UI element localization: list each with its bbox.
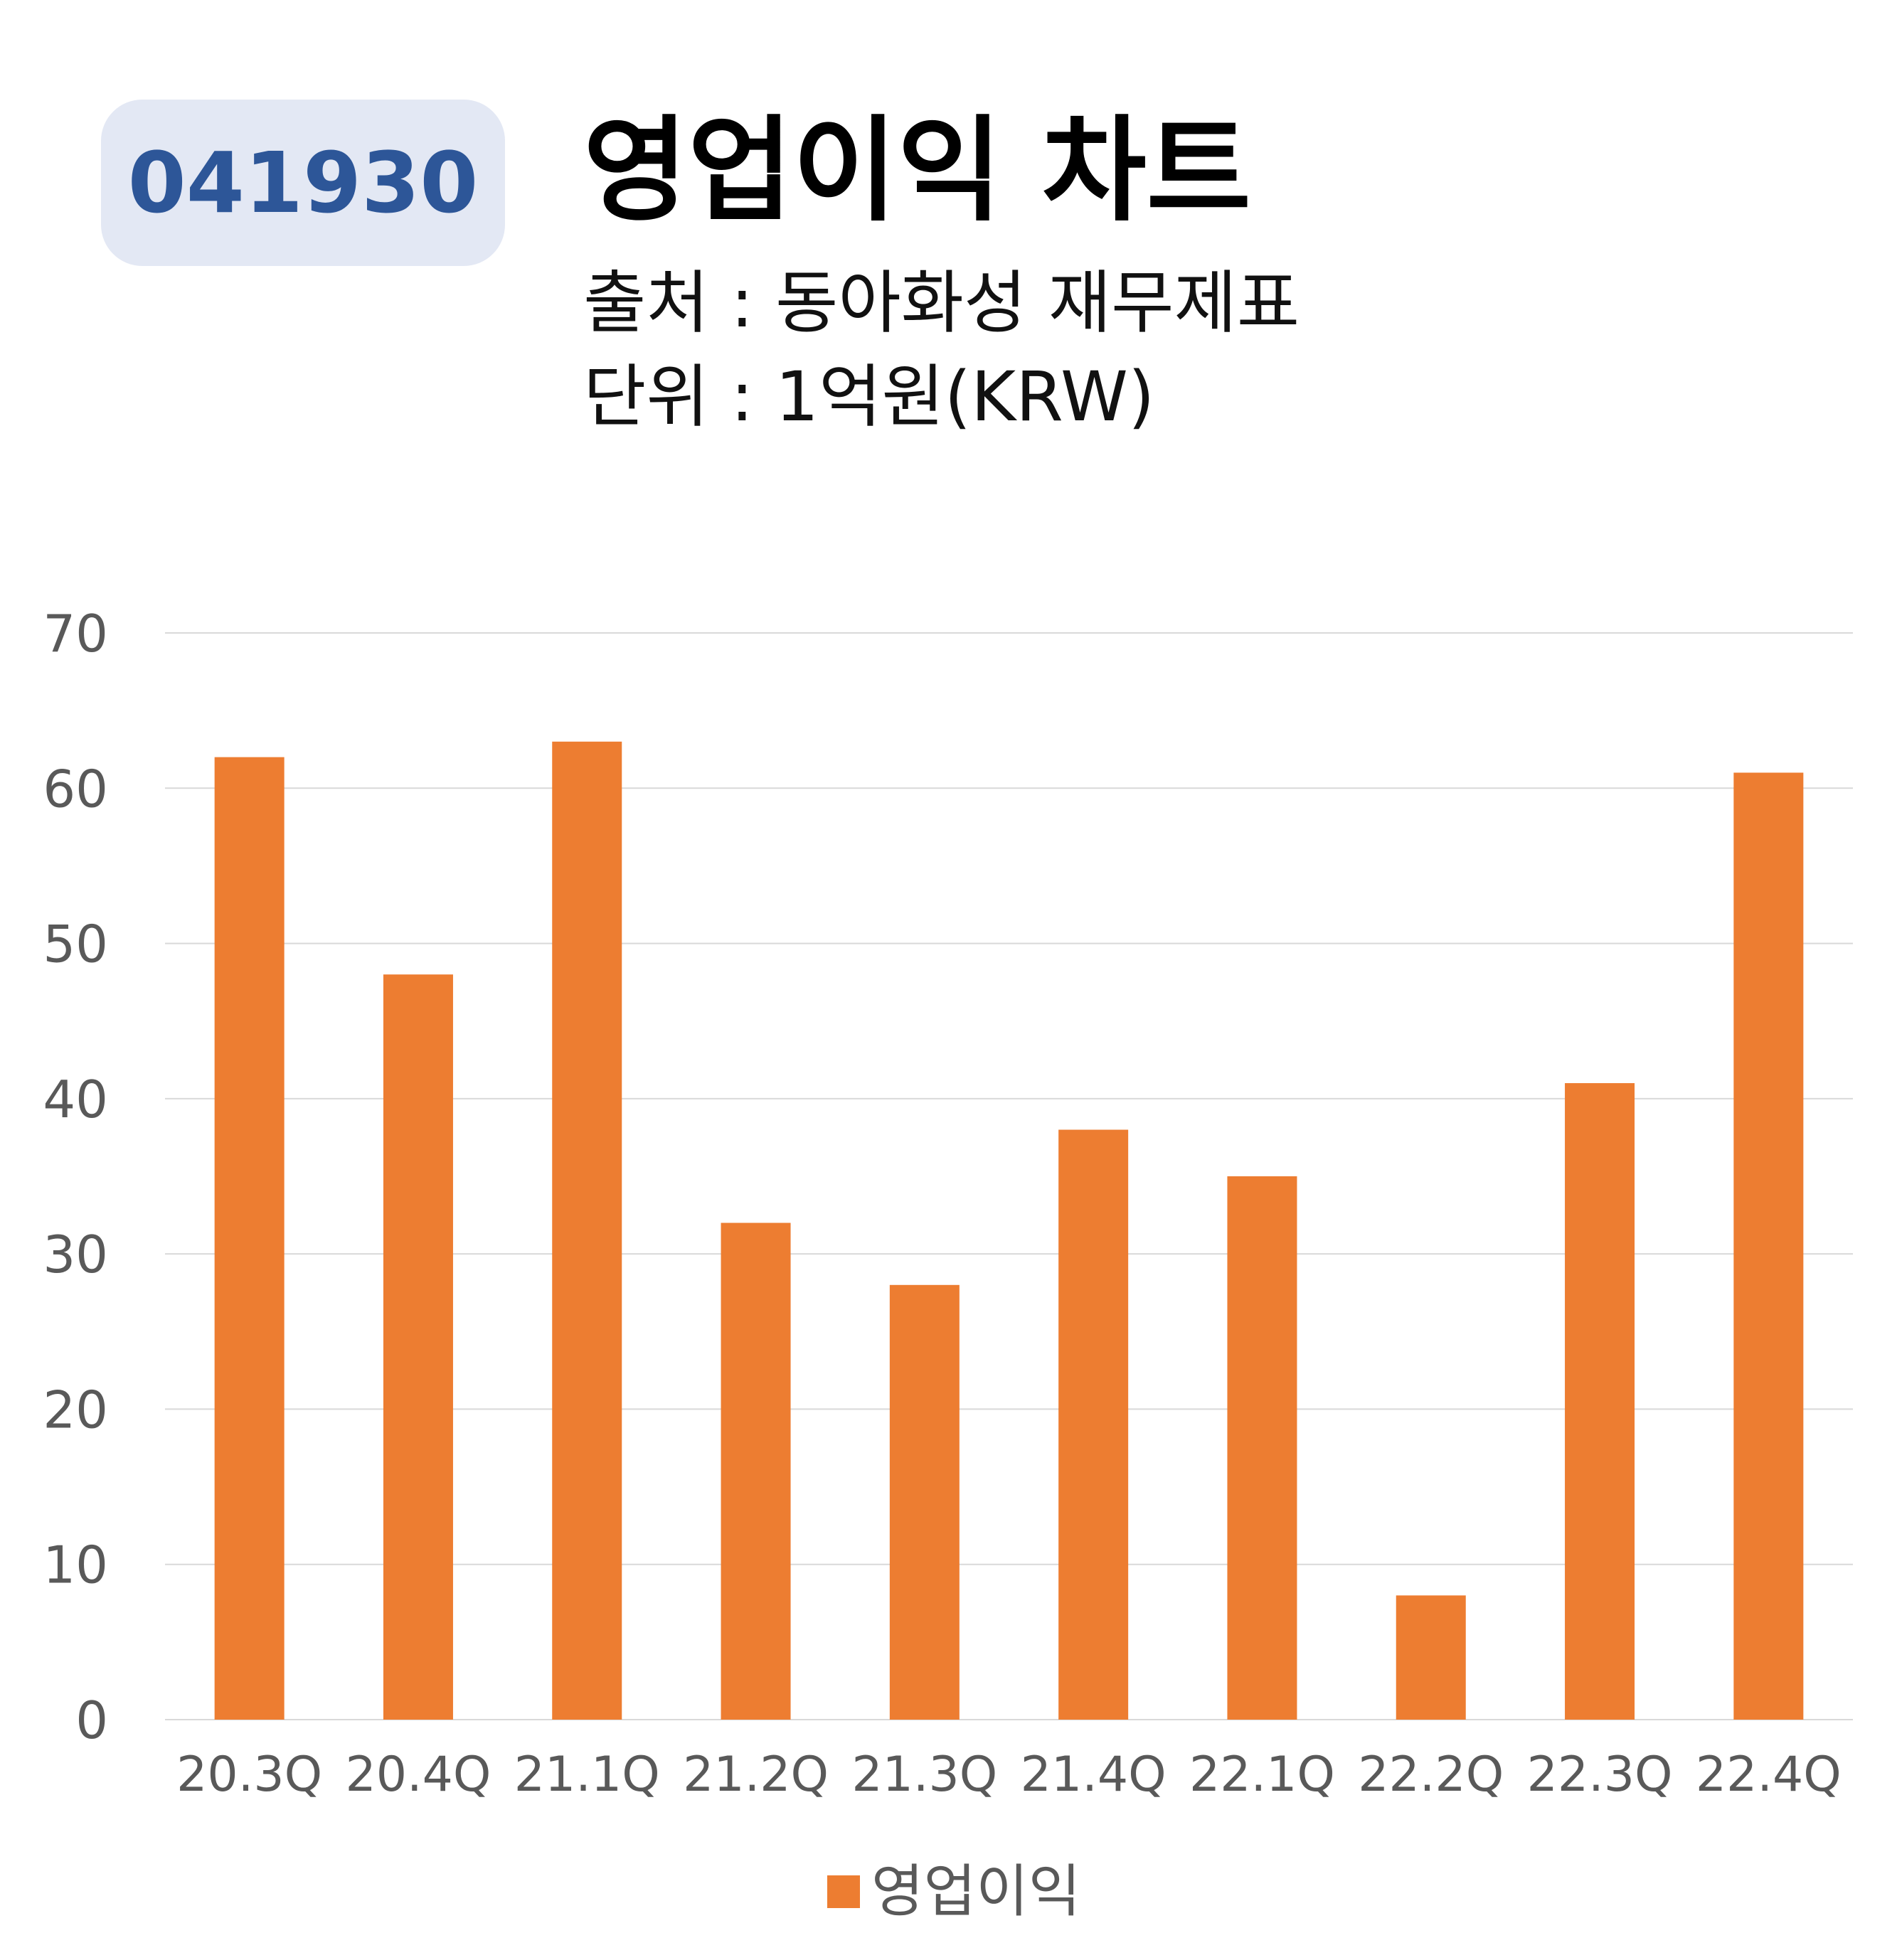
- x-tick-label: 22.1Q: [1189, 1747, 1335, 1803]
- y-tick-label: 10: [43, 1535, 108, 1595]
- x-tick-label: 21.4Q: [1021, 1747, 1167, 1803]
- x-tick-label: 21.3Q: [851, 1747, 997, 1803]
- x-tick-label: 22.2Q: [1358, 1747, 1504, 1803]
- chart-title: 영업이익 차트: [583, 104, 1251, 237]
- y-tick-label: 0: [75, 1690, 108, 1750]
- bar: [552, 741, 622, 1720]
- bar-chart: 0 10 20 30 40 50 60 70 20.3Q 20.4Q 21.1Q 21.2Q 21.3Q…: [43, 604, 1853, 1803]
- y-tick-label: 40: [43, 1070, 108, 1129]
- x-tick-label: 22.3Q: [1527, 1747, 1673, 1803]
- y-tick-label: 70: [43, 604, 108, 664]
- x-tick-label: 20.3Q: [176, 1747, 322, 1803]
- x-tick-label: 20.4Q: [345, 1747, 491, 1803]
- bar: [1227, 1176, 1297, 1720]
- y-tick-label: 20: [43, 1380, 108, 1439]
- ticker-badge: 041930: [101, 100, 505, 266]
- y-tick-label: 30: [43, 1225, 108, 1284]
- x-tick-label: 21.2Q: [683, 1747, 829, 1803]
- bar: [383, 974, 453, 1720]
- ticker-code: 041930: [127, 134, 479, 232]
- unit-text: 단위 : 1억원(KRW): [583, 357, 1155, 437]
- bar: [214, 757, 285, 1720]
- x-tick-label: 22.4Q: [1696, 1747, 1842, 1803]
- legend-label: 영업이익: [871, 1858, 1081, 1924]
- legend: 영업이익: [827, 1863, 1080, 1920]
- source-text: 출처 : 동아화성 재무제표: [583, 263, 1300, 343]
- bar: [889, 1284, 960, 1720]
- bar: [1565, 1083, 1635, 1720]
- x-tick-label: 21.1Q: [514, 1747, 660, 1803]
- bar: [1396, 1595, 1466, 1720]
- y-tick-label: 50: [43, 915, 108, 974]
- legend-swatch: [827, 1875, 860, 1908]
- y-tick-label: 60: [43, 759, 108, 819]
- bar: [1058, 1129, 1129, 1720]
- bar: [721, 1223, 791, 1720]
- bar: [1733, 772, 1804, 1720]
